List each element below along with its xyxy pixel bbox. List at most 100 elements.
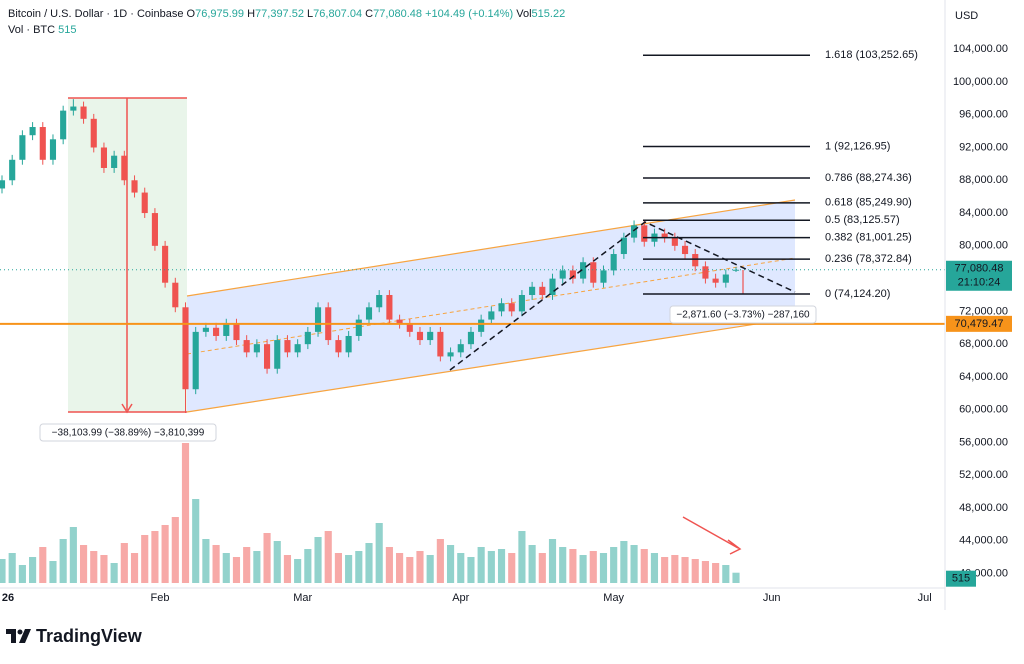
logo-dot <box>17 629 23 635</box>
candle-body <box>233 323 240 341</box>
volume-bar <box>141 535 149 583</box>
volume-bar <box>681 557 689 583</box>
volume-bar <box>406 557 414 583</box>
candle-body <box>192 331 199 390</box>
c-key: C <box>365 8 373 20</box>
volume-bar <box>712 563 720 583</box>
volume-bar <box>385 547 393 583</box>
candle-body <box>396 319 403 324</box>
candle-body <box>631 225 638 238</box>
volume-bar <box>446 545 455 583</box>
candle-body <box>121 155 128 181</box>
volume-bar <box>120 543 128 583</box>
volume-bar <box>324 531 332 583</box>
volume-bar <box>304 549 312 583</box>
candle-body <box>427 331 434 341</box>
candle-body <box>274 340 281 369</box>
candle-body <box>559 270 566 279</box>
vol-value: 515 <box>58 24 76 36</box>
measure-arrow-head <box>121 403 133 414</box>
candle-body <box>223 323 230 336</box>
candle-body <box>60 110 67 140</box>
volume-bar <box>650 553 659 583</box>
candle-body <box>671 237 678 246</box>
candle-body <box>264 344 271 369</box>
volume-bar <box>181 443 190 583</box>
volume-bar <box>49 561 57 583</box>
candle-body <box>253 344 260 353</box>
candle-body <box>386 295 393 320</box>
candle-body <box>243 340 250 353</box>
volume-bar <box>273 541 281 583</box>
volume-arrow <box>682 516 742 555</box>
x-tick-label: Apr <box>452 592 469 604</box>
y-tick-label: 52,000.00 <box>959 469 1008 481</box>
volume-bar <box>508 553 516 583</box>
candle-body <box>661 233 668 238</box>
candle-body <box>529 286 536 295</box>
volume-bar <box>467 557 475 583</box>
volume-bar <box>253 551 261 583</box>
candle-body <box>457 344 464 353</box>
support-price-box <box>946 315 1012 332</box>
volume-bar <box>263 533 271 583</box>
volume-bar <box>559 547 567 583</box>
o-key: O <box>187 8 196 20</box>
candle-body <box>692 254 699 267</box>
candle-body <box>70 106 77 111</box>
y-tick-label: 56,000.00 <box>959 436 1008 448</box>
fib-label: 0 (74,124.20) <box>825 288 890 300</box>
fib-label: 1.618 (103,252.65) <box>825 49 918 61</box>
channel-upper <box>186 199 796 297</box>
y-tick-label: 84,000.00 <box>959 207 1008 219</box>
y-tick-label: 64,000.00 <box>959 371 1008 383</box>
volume-bar <box>732 572 740 583</box>
candle-body <box>478 319 485 332</box>
volume-bar <box>222 553 230 583</box>
last-price-label: 77,080.48 <box>955 263 1004 275</box>
header: Bitcoin / U.S. Dollar · 1D · Coinbase O7… <box>8 8 565 20</box>
fib-label: 1 (92,126.95) <box>825 140 890 152</box>
y-tick-label: 88,000.00 <box>959 174 1008 186</box>
candle-body <box>100 147 108 168</box>
candle-body <box>518 295 525 312</box>
volume-bar <box>59 539 67 583</box>
y-tick-label: 104,000.00 <box>953 43 1008 55</box>
measure-label: −2,871.60 (−3.73%) −287,160 <box>676 310 810 321</box>
volume-bar <box>661 557 669 583</box>
open: 76,975.99 <box>195 8 244 20</box>
volume-bar <box>722 565 730 583</box>
candle-body <box>641 225 648 242</box>
volume-bar <box>345 555 353 583</box>
candle-body <box>202 327 209 332</box>
volume-bar <box>477 547 485 583</box>
candle-body <box>569 270 576 279</box>
candle-body <box>294 344 301 353</box>
volume-bar <box>283 555 292 583</box>
volume-bar <box>29 557 37 583</box>
candle-body <box>681 245 689 255</box>
candle-body <box>376 295 383 308</box>
volume-bar <box>161 525 169 583</box>
volume-bar <box>212 545 220 583</box>
volume-bar <box>396 553 404 583</box>
volume-bar <box>671 555 679 583</box>
volume-bar <box>232 557 241 583</box>
y-tick-label: 92,000.00 <box>959 141 1008 153</box>
candle-body <box>131 180 138 193</box>
volume-bar <box>436 539 444 583</box>
y-tick-label: 68,000.00 <box>959 338 1008 350</box>
trend-dashed <box>449 221 796 371</box>
volume-bar <box>69 527 77 583</box>
y-tick-label: 96,000.00 <box>959 109 1008 121</box>
volume-bar <box>294 559 302 583</box>
candle-body <box>284 340 291 353</box>
candle-body <box>467 331 475 345</box>
candle-body <box>610 254 617 271</box>
last-price-box <box>946 260 1012 291</box>
y-tick-label: 48,000.00 <box>959 502 1008 514</box>
candle-body <box>600 270 607 283</box>
x-tick-label: 26 <box>2 592 14 604</box>
candle-body <box>0 180 6 189</box>
